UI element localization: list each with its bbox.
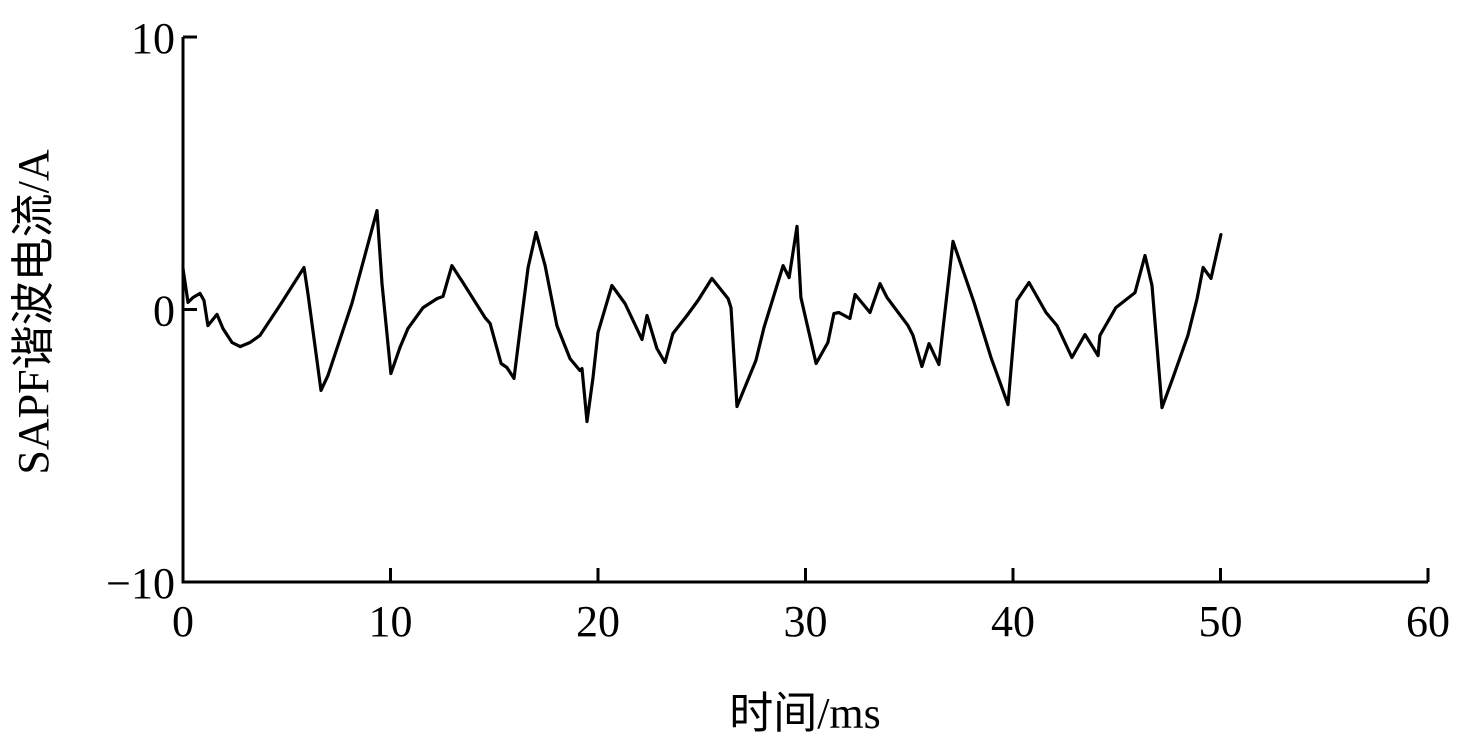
x-tick-label: 30	[784, 597, 828, 646]
plot-area	[181, 209, 1223, 424]
x-tick-label: 50	[1199, 597, 1243, 646]
y-tick-label: 0	[153, 287, 175, 336]
x-tick-label: 20	[576, 597, 620, 646]
x-tick-label: 0	[172, 597, 194, 646]
x-tick-label: 60	[1406, 597, 1450, 646]
y-tick-label: −10	[106, 559, 175, 608]
y-axis-label: SAPF谐波电流/A	[9, 149, 58, 474]
x-tick-label: 40	[991, 597, 1035, 646]
x-tick-label: 10	[369, 597, 413, 646]
series-line	[181, 209, 1223, 424]
y-tick-label: 10	[131, 14, 175, 63]
x-axis-label: 时间/ms	[729, 689, 881, 738]
